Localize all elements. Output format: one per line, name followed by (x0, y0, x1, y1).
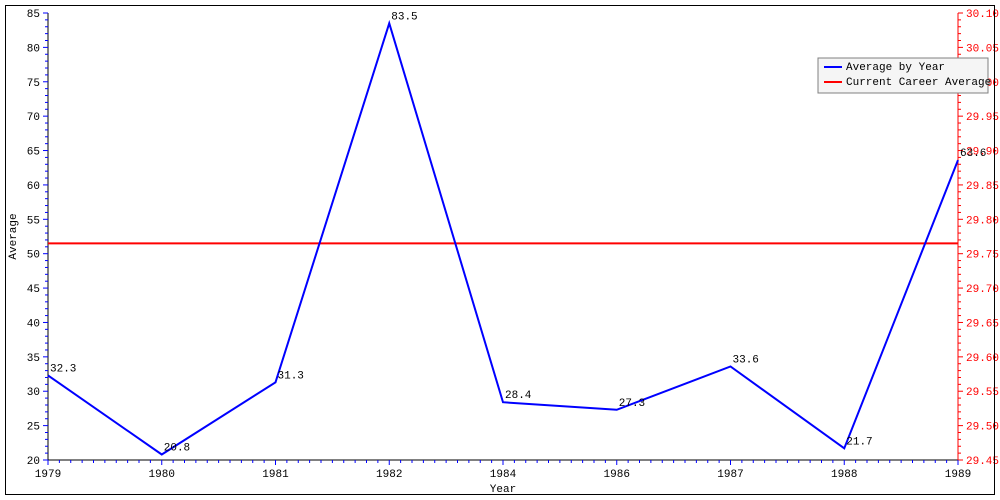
chart-outer-border (5, 5, 995, 495)
chart-container: 202530354045505560657075808529.4529.5029… (0, 0, 1000, 500)
